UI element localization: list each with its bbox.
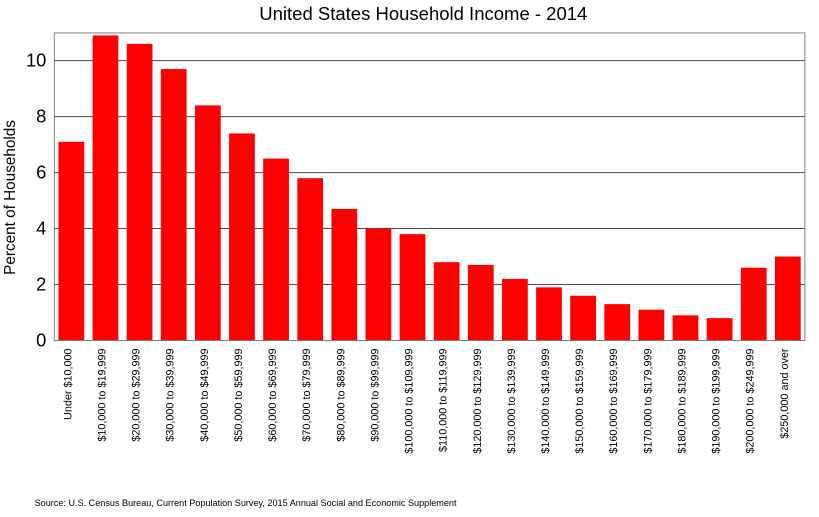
svg-text:$70,000 to $79,999: $70,000 to $79,999: [301, 349, 313, 442]
svg-text:$50,000 to $59,999: $50,000 to $59,999: [233, 349, 245, 442]
svg-text:$60,000 to $69,999: $60,000 to $69,999: [267, 349, 279, 442]
svg-text:$180,000 to $189,999: $180,000 to $189,999: [676, 349, 688, 454]
svg-text:$90,000 to $99,999: $90,000 to $99,999: [369, 349, 381, 442]
svg-text:8: 8: [36, 106, 46, 127]
svg-text:$100,000 to $109,999: $100,000 to $109,999: [404, 349, 416, 454]
svg-text:$250,000 and over: $250,000 and over: [779, 348, 791, 438]
svg-text:$190,000 to $199,999: $190,000 to $199,999: [711, 349, 723, 454]
svg-text:$160,000 to $169,999: $160,000 to $169,999: [608, 349, 620, 454]
svg-text:$30,000 to $39,999: $30,000 to $39,999: [165, 349, 177, 442]
svg-text:$200,000 to $249,999: $200,000 to $249,999: [745, 349, 757, 454]
svg-text:$130,000 to $139,999: $130,000 to $139,999: [506, 349, 518, 454]
svg-text:Percent of Households: Percent of Households: [2, 120, 19, 275]
svg-text:Source: U.S. Census Bureau, Cu: Source: U.S. Census Bureau, Current Popu…: [35, 498, 457, 508]
svg-text:$80,000 to $89,999: $80,000 to $89,999: [335, 349, 347, 442]
svg-text:$140,000 to $149,999: $140,000 to $149,999: [540, 349, 552, 454]
svg-text:Under $10,000: Under $10,000: [62, 349, 74, 420]
svg-text:0: 0: [36, 330, 46, 351]
svg-text:$110,000 to $119,999: $110,000 to $119,999: [438, 349, 450, 452]
svg-text:United States Household Income: United States Household Income - 2014: [259, 3, 587, 24]
svg-text:$170,000 to $179,999: $170,000 to $179,999: [642, 349, 654, 454]
svg-text:$10,000 to $19,999: $10,000 to $19,999: [96, 349, 108, 442]
svg-text:$150,000 to $159,999: $150,000 to $159,999: [574, 349, 586, 454]
svg-text:4: 4: [36, 218, 46, 239]
svg-text:10: 10: [26, 50, 46, 71]
svg-text:$40,000 to $49,999: $40,000 to $49,999: [199, 349, 211, 442]
svg-text:6: 6: [36, 162, 46, 183]
svg-text:$20,000 to $29,999: $20,000 to $29,999: [131, 349, 143, 442]
svg-text:$120,000 to $129,999: $120,000 to $129,999: [472, 349, 484, 454]
svg-text:2: 2: [36, 274, 46, 295]
